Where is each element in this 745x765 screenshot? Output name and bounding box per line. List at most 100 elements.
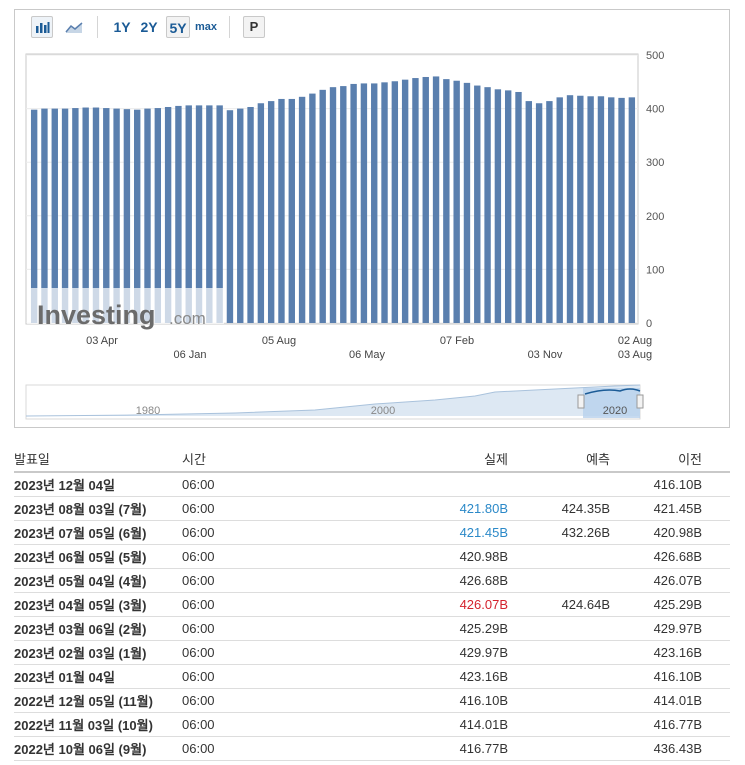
bar[interactable]: [319, 89, 326, 323]
bar[interactable]: [381, 82, 388, 323]
bar[interactable]: [92, 107, 100, 323]
bar[interactable]: [247, 106, 254, 324]
header-actual[interactable]: 실제: [342, 445, 508, 473]
bar[interactable]: [577, 95, 584, 324]
row-actual: 416.10B: [342, 688, 508, 713]
bar[interactable]: [628, 97, 636, 323]
bar[interactable]: [484, 87, 491, 323]
bar[interactable]: [175, 105, 182, 323]
bar[interactable]: [371, 83, 378, 323]
bar[interactable]: [206, 105, 213, 323]
bar[interactable]: [546, 101, 553, 323]
header-forecast[interactable]: 예측: [508, 445, 610, 473]
bar[interactable]: [340, 86, 347, 323]
bar[interactable]: [515, 91, 522, 323]
bar[interactable]: [154, 108, 162, 323]
bar[interactable]: [525, 101, 532, 323]
row-time: 06:00: [182, 544, 342, 569]
bar[interactable]: [288, 98, 295, 323]
bar[interactable]: [30, 109, 38, 323]
bar[interactable]: [597, 96, 605, 324]
range-5y-button[interactable]: 5Y: [166, 16, 190, 38]
y-axis-ticks: 500 400 300 200 100 0: [646, 50, 664, 330]
row-time: 06:00: [182, 688, 342, 713]
row-previous: 416.10B: [610, 664, 730, 689]
bar[interactable]: [443, 79, 450, 324]
header-previous[interactable]: 이전: [610, 445, 730, 473]
row-time: 06:00: [182, 592, 342, 617]
row-previous: 414.01B: [610, 688, 730, 713]
bar[interactable]: [82, 107, 89, 323]
row-time: 06:00: [182, 664, 342, 689]
bar[interactable]: [309, 93, 316, 323]
bar[interactable]: [412, 78, 419, 323]
x-tick-label: 05 Aug: [262, 335, 296, 347]
bar[interactable]: [422, 76, 429, 323]
bar[interactable]: [298, 96, 306, 323]
bar[interactable]: [41, 108, 48, 323]
row-date: 2022년 12월 05일 (11월): [14, 688, 182, 713]
header-date[interactable]: 발표일: [14, 445, 182, 473]
bar[interactable]: [566, 95, 574, 323]
bar[interactable]: [453, 80, 460, 323]
bar[interactable]: [113, 108, 120, 323]
bar[interactable]: [226, 110, 234, 324]
bar[interactable]: [103, 108, 110, 323]
bar[interactable]: [360, 83, 368, 323]
bar[interactable]: [401, 79, 409, 323]
bar[interactable]: [72, 108, 79, 323]
row-forecast: [508, 688, 610, 713]
row-forecast: [508, 664, 610, 689]
range-navigator[interactable]: 1980 2000 2020: [25, 384, 644, 420]
bar[interactable]: [535, 103, 543, 324]
bar[interactable]: [474, 85, 481, 323]
bar[interactable]: [257, 103, 265, 324]
bar[interactable]: [267, 101, 275, 323]
bar[interactable]: [237, 108, 244, 323]
table-row: 2023년 08월 03일 (7월) 06:00 421.80B 424.35B 421…: [14, 496, 730, 521]
bar[interactable]: [463, 82, 471, 324]
row-forecast: [508, 736, 610, 761]
bar[interactable]: [556, 97, 563, 323]
bar[interactable]: [216, 105, 223, 323]
bar[interactable]: [278, 98, 285, 323]
bar[interactable]: [504, 90, 512, 323]
p-button[interactable]: P: [243, 16, 265, 38]
row-previous: 426.68B: [610, 544, 730, 569]
navigator-left-handle[interactable]: [577, 394, 585, 409]
range-max-button[interactable]: max: [194, 21, 218, 33]
x-tick-label: 03 Aug: [618, 349, 652, 361]
row-time: 06:00: [182, 496, 342, 521]
bar[interactable]: [185, 105, 192, 323]
bar-chart-icon[interactable]: [31, 16, 53, 38]
bar[interactable]: [608, 97, 615, 323]
bar[interactable]: [432, 76, 440, 323]
bar[interactable]: [329, 87, 337, 323]
bar[interactable]: [164, 106, 172, 324]
bar[interactable]: [350, 83, 357, 323]
navigator-selection[interactable]: [583, 388, 640, 418]
watermark-logo: Investing .com: [27, 288, 224, 330]
row-actual: 423.16B: [342, 664, 508, 689]
bar[interactable]: [144, 108, 151, 323]
bar[interactable]: [195, 105, 203, 323]
range-2y-button[interactable]: 2Y: [140, 19, 158, 35]
navigator-right-handle[interactable]: [636, 394, 644, 409]
area-chart-icon[interactable]: [63, 16, 85, 38]
row-previous: 425.29B: [610, 592, 730, 617]
bar[interactable]: [61, 108, 69, 323]
bar[interactable]: [618, 97, 625, 323]
bar[interactable]: [123, 109, 131, 323]
bar[interactable]: [494, 89, 502, 323]
row-date: 2023년 05월 04일 (4월): [14, 568, 182, 593]
bar[interactable]: [134, 109, 141, 323]
bar[interactable]: [587, 96, 594, 324]
row-date: 2023년 12월 04일: [14, 472, 182, 497]
range-1y-button[interactable]: 1Y: [113, 19, 131, 35]
history-table: 발표일 시간 실제 예측 이전 2023년 12월 04일 06:00 416.10…: [14, 445, 730, 761]
row-forecast: [508, 568, 610, 593]
bar[interactable]: [391, 81, 399, 323]
bar[interactable]: [51, 108, 58, 323]
header-time[interactable]: 시간: [182, 445, 342, 473]
x-tick-label: 06 Jan: [173, 349, 206, 361]
